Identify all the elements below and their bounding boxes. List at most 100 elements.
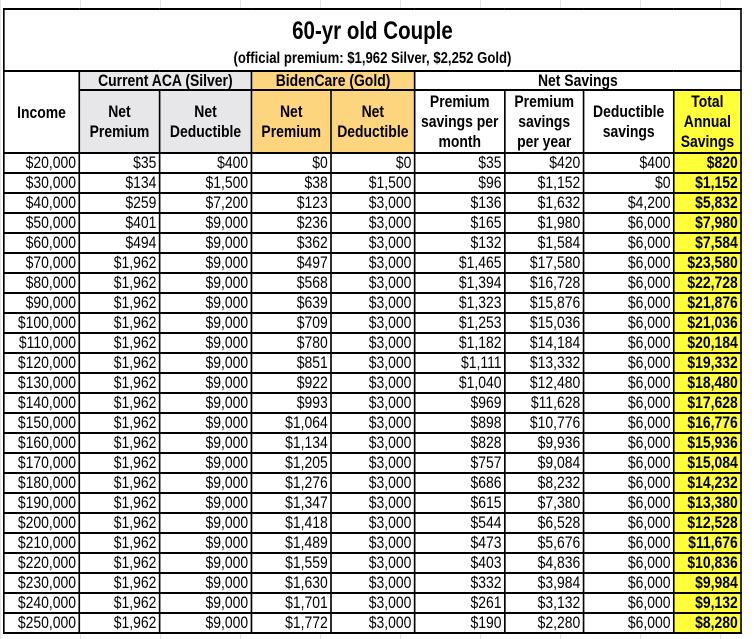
- cell-total-annual-savings: $12,528: [672, 512, 742, 534]
- cell-total-annual-savings: $21,876: [672, 292, 742, 314]
- table-row: $40,000 $259 $7,200 $123 $3,000 $136 $1,632 $4,…: [2, 192, 742, 214]
- cell-premium-savings-year: $7,380: [504, 492, 585, 514]
- cell-premium-savings-year: $4,836: [504, 552, 585, 574]
- cell-gold-net-premium: $780: [250, 332, 332, 354]
- cell-silver-net-deductible: $9,000: [158, 532, 253, 554]
- cell-premium-savings-year: $12,480: [504, 372, 585, 394]
- cell-premium-savings-month: $1,465: [413, 252, 506, 274]
- cell-premium-savings-year: $14,184: [504, 332, 585, 354]
- cell-total-annual-savings: $7,980: [672, 212, 742, 234]
- table-row: $160,000 $1,962 $9,000 $1,134 $3,000 $828 $9,9…: [2, 432, 742, 454]
- cell-deductible-savings: $6,000: [582, 492, 675, 514]
- cell-income: $30,000: [2, 172, 81, 194]
- cell-premium-savings-month: $544: [413, 512, 506, 534]
- cell-silver-net-deductible: $9,000: [158, 592, 253, 614]
- cell-income: $60,000: [2, 232, 81, 254]
- cell-premium-savings-month: $1,111: [413, 352, 506, 374]
- table-row: $180,000 $1,962 $9,000 $1,276 $3,000 $686 $8,2…: [2, 472, 742, 494]
- table-row: $230,000 $1,962 $9,000 $1,630 $3,000 $332 $3,9…: [2, 572, 742, 594]
- cell-premium-savings-month: $1,394: [413, 272, 506, 294]
- cell-premium-savings-year: $15,876: [504, 292, 585, 314]
- cell-gold-net-deductible: $3,000: [330, 412, 416, 434]
- cell-silver-net-deductible: $9,000: [158, 272, 253, 294]
- cell-premium-savings-year: $13,332: [504, 352, 585, 374]
- cell-gold-net-deductible: $3,000: [330, 372, 416, 394]
- header-premium-savings-year: Premium savings per year: [504, 89, 585, 154]
- cell-deductible-savings: $6,000: [582, 372, 675, 394]
- header-premium-savings-month: Premium savings per month: [413, 89, 506, 154]
- cell-income: $210,000: [2, 532, 81, 554]
- cell-premium-savings-year: $8,232: [504, 472, 585, 494]
- savings-table: 60-yr old Couple (official premium: $1,9…: [2, 8, 742, 634]
- cell-gold-net-premium: $1,134: [250, 432, 332, 454]
- cell-income: $150,000: [2, 412, 81, 434]
- cell-total-annual-savings: $9,132: [672, 592, 742, 614]
- header-silver-net-premium: Net Premium: [78, 89, 161, 154]
- cell-deductible-savings: $6,000: [582, 532, 675, 554]
- cell-premium-savings-year: $3,984: [504, 572, 585, 594]
- cell-silver-net-premium: $1,962: [78, 252, 161, 274]
- cell-income: $90,000: [2, 292, 81, 314]
- cell-silver-net-deductible: $9,000: [158, 292, 253, 314]
- table-row: $90,000 $1,962 $9,000 $639 $3,000 $1,323 $15,8…: [2, 292, 742, 314]
- cell-income: $120,000: [2, 352, 81, 374]
- savings-table-wrapper: 60-yr old Couple (official premium: $1,9…: [2, 8, 742, 634]
- cell-deductible-savings: $6,000: [582, 232, 675, 254]
- cell-total-annual-savings: $1,152: [672, 172, 742, 194]
- table-row: $130,000 $1,962 $9,000 $922 $3,000 $1,040 $12,…: [2, 372, 742, 394]
- cell-gold-net-deductible: $3,000: [330, 352, 416, 374]
- cell-deductible-savings: $0: [582, 172, 675, 194]
- cell-gold-net-premium: $639: [250, 292, 332, 314]
- cell-gold-net-premium: $993: [250, 392, 332, 414]
- cell-premium-savings-month: $165: [413, 212, 506, 234]
- cell-income: $100,000: [2, 312, 81, 334]
- cell-premium-savings-month: $757: [413, 452, 506, 474]
- cell-premium-savings-month: $132: [413, 232, 506, 254]
- cell-silver-net-premium: $1,962: [78, 372, 161, 394]
- cell-gold-net-premium: $236: [250, 212, 332, 234]
- cell-gold-net-premium: $709: [250, 312, 332, 334]
- cell-silver-net-premium: $1,962: [78, 612, 161, 634]
- cell-total-annual-savings: $11,676: [672, 532, 742, 554]
- cell-deductible-savings: $6,000: [582, 612, 675, 634]
- cell-deductible-savings: $6,000: [582, 432, 675, 454]
- header-silver-net-deductible: Net Deductible: [158, 89, 253, 154]
- cell-total-annual-savings: $17,628: [672, 392, 742, 414]
- cell-gold-net-premium: $123: [250, 192, 332, 214]
- table-row: $80,000 $1,962 $9,000 $568 $3,000 $1,394 $16,7…: [2, 272, 742, 294]
- cell-gold-net-premium: $1,630: [250, 572, 332, 594]
- table-row: $150,000 $1,962 $9,000 $1,064 $3,000 $898 $10,…: [2, 412, 742, 434]
- cell-silver-net-premium: $1,962: [78, 412, 161, 434]
- cell-gold-net-premium: $362: [250, 232, 332, 254]
- cell-gold-net-premium: $1,418: [250, 512, 332, 534]
- cell-premium-savings-month: $35: [413, 152, 506, 174]
- cell-gold-net-deductible: $0: [330, 152, 416, 174]
- cell-total-annual-savings: $23,580: [672, 252, 742, 274]
- cell-income: $200,000: [2, 512, 81, 534]
- cell-total-annual-savings: $14,232: [672, 472, 742, 494]
- cell-deductible-savings: $6,000: [582, 552, 675, 574]
- group-current-aca: Current ACA (Silver): [78, 70, 253, 91]
- cell-income: $50,000: [2, 212, 81, 234]
- cell-deductible-savings: $6,000: [582, 572, 675, 594]
- cell-deductible-savings: $6,000: [582, 512, 675, 534]
- cell-silver-net-premium: $1,962: [78, 432, 161, 454]
- table-row: $120,000 $1,962 $9,000 $851 $3,000 $1,111 $13,…: [2, 352, 742, 374]
- cell-deductible-savings: $6,000: [582, 412, 675, 434]
- cell-gold-net-premium: $1,701: [250, 592, 332, 614]
- cell-total-annual-savings: $18,480: [672, 372, 742, 394]
- cell-gold-net-deductible: $3,000: [330, 212, 416, 234]
- cell-income: $180,000: [2, 472, 81, 494]
- cell-deductible-savings: $6,000: [582, 212, 675, 234]
- cell-premium-savings-month: $136: [413, 192, 506, 214]
- cell-premium-savings-year: $5,676: [504, 532, 585, 554]
- table-row: $190,000 $1,962 $9,000 $1,347 $3,000 $615 $7,3…: [2, 492, 742, 514]
- cell-deductible-savings: $6,000: [582, 292, 675, 314]
- cell-premium-savings-month: $686: [413, 472, 506, 494]
- cell-gold-net-deductible: $3,000: [330, 552, 416, 574]
- cell-premium-savings-year: $1,632: [504, 192, 585, 214]
- cell-total-annual-savings: $20,184: [672, 332, 742, 354]
- cell-premium-savings-month: $190: [413, 612, 506, 634]
- cell-income: $40,000: [2, 192, 81, 214]
- cell-gold-net-premium: $0: [250, 152, 332, 174]
